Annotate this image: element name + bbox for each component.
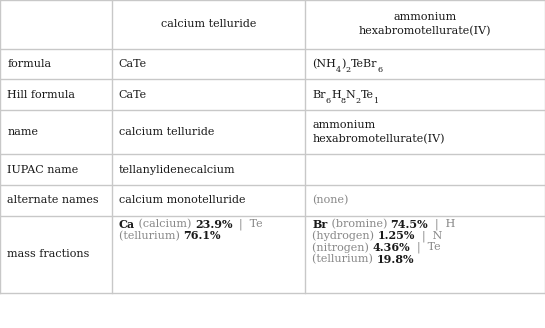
Text: name: name: [7, 127, 38, 137]
Text: mass fractions: mass fractions: [7, 249, 89, 259]
Text: TeBr: TeBr: [351, 59, 377, 69]
Text: 2: 2: [355, 97, 361, 105]
Text: 1.25%: 1.25%: [378, 230, 415, 241]
Text: 19.8%: 19.8%: [377, 254, 414, 265]
Text: |  Te: | Te: [232, 218, 263, 230]
Text: 6: 6: [377, 66, 383, 74]
Text: 74.5%: 74.5%: [390, 218, 428, 230]
Text: |  Te: | Te: [410, 242, 441, 254]
Text: calcium telluride: calcium telluride: [119, 127, 214, 137]
Text: CaTe: CaTe: [119, 90, 147, 100]
Text: formula: formula: [7, 59, 51, 69]
Text: Ca: Ca: [119, 218, 135, 230]
Text: 2: 2: [346, 66, 351, 74]
Text: IUPAC name: IUPAC name: [7, 165, 78, 174]
Text: Br: Br: [312, 90, 326, 100]
Text: 6: 6: [326, 97, 331, 105]
Text: calcium monotelluride: calcium monotelluride: [119, 195, 245, 205]
Text: (tellurium): (tellurium): [312, 254, 377, 265]
Text: Br: Br: [312, 218, 328, 230]
Text: 4: 4: [336, 66, 341, 74]
Text: Hill formula: Hill formula: [7, 90, 75, 100]
Text: 8: 8: [341, 97, 346, 105]
Text: ammonium
hexabromotellurate(IV): ammonium hexabromotellurate(IV): [359, 12, 492, 36]
Text: tellanylidenecalcium: tellanylidenecalcium: [119, 165, 235, 174]
Text: N: N: [346, 90, 355, 100]
Text: 4.36%: 4.36%: [373, 242, 410, 253]
Text: ): ): [341, 59, 346, 69]
Text: (bromine): (bromine): [328, 219, 390, 229]
Text: ammonium
hexabromotellurate(IV): ammonium hexabromotellurate(IV): [312, 120, 445, 144]
Text: (none): (none): [312, 195, 349, 206]
Text: |  N: | N: [415, 230, 443, 242]
Text: H: H: [331, 90, 341, 100]
Text: CaTe: CaTe: [119, 59, 147, 69]
Text: 23.9%: 23.9%: [195, 218, 232, 230]
Text: |  H: | H: [428, 218, 456, 230]
Text: Te: Te: [361, 90, 373, 100]
Text: calcium telluride: calcium telluride: [161, 19, 256, 29]
Text: (calcium): (calcium): [135, 219, 195, 229]
Text: 1: 1: [373, 97, 379, 105]
Text: (nitrogen): (nitrogen): [312, 242, 373, 253]
Text: (hydrogen): (hydrogen): [312, 231, 378, 241]
Text: (tellurium): (tellurium): [119, 231, 183, 241]
Text: (NH: (NH: [312, 59, 336, 69]
Text: 76.1%: 76.1%: [183, 230, 221, 241]
Text: alternate names: alternate names: [7, 195, 99, 205]
